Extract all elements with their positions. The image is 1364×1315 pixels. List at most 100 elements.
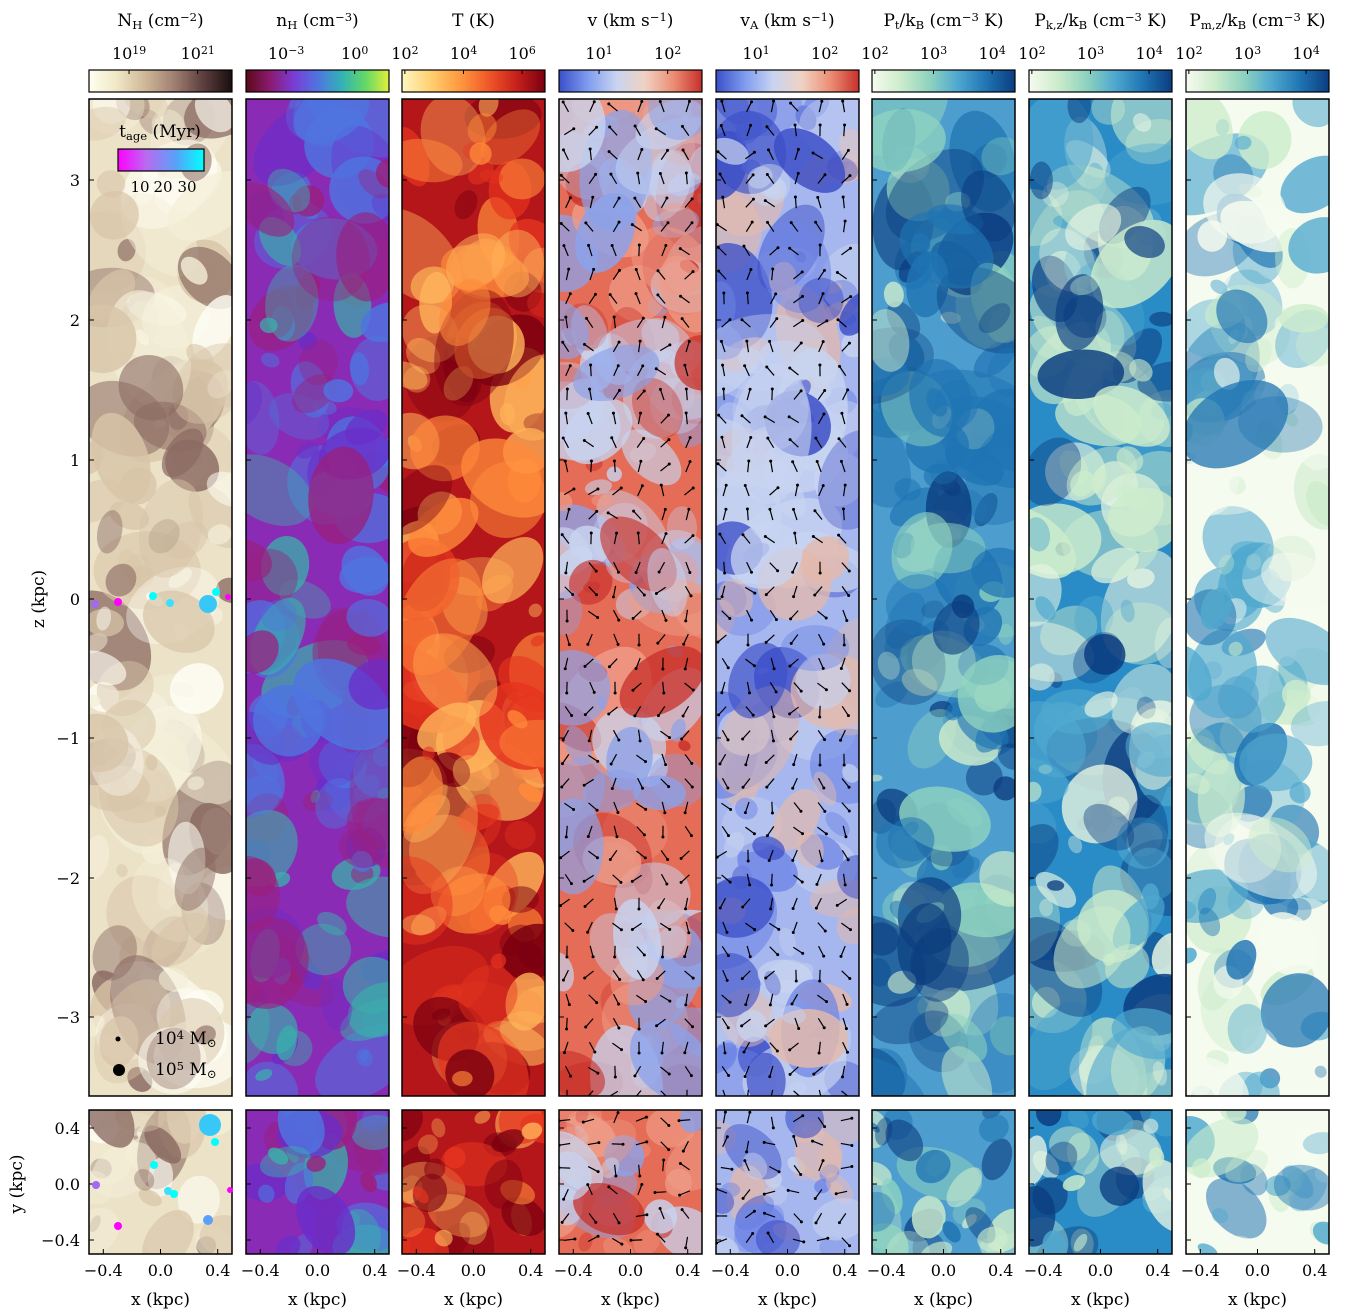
x-tick-label: −0.4	[1024, 1261, 1063, 1280]
panel-title: Pm,z/kB (cm−3 K)	[1189, 10, 1325, 32]
panel-1-top-image	[89, 99, 232, 1096]
star-particle	[92, 1181, 100, 1189]
z-tick-label: −1	[56, 729, 80, 748]
legends: tage (Myr) 10 20 30 104 M⊙ 105 M⊙	[91, 122, 233, 1230]
colorbar-4	[558, 69, 703, 93]
panel-title: vA (km s−1)	[739, 10, 834, 32]
age-legend-title: tage (Myr)	[119, 122, 201, 143]
panel-8-bottom-image	[1186, 1110, 1329, 1254]
z-axis-label: z (kpc)	[29, 570, 49, 628]
colorbar-tick-label: 100	[341, 44, 368, 63]
colorbar-tick-label: 104	[978, 44, 1005, 63]
colorbar-tick-label: 104	[1135, 44, 1162, 63]
colorbar-8	[1185, 69, 1330, 93]
x-tick-label: 0.4	[518, 1261, 543, 1280]
x-tick-label: 0.0	[618, 1261, 643, 1280]
panel-frame	[1185, 98, 1330, 1097]
colorbar-6	[871, 69, 1016, 93]
panel-title: v (km s−1)	[587, 10, 674, 31]
panel-grid	[88, 98, 1330, 1255]
x-tick-label: −0.4	[397, 1261, 436, 1280]
x-axis-label: x (kpc)	[131, 1290, 190, 1310]
panel-6-bottom-image	[872, 1110, 1015, 1254]
panel-5-top-image	[716, 99, 859, 1096]
age-tick-label: 10	[130, 178, 149, 196]
x-tick-label: 0.4	[1302, 1261, 1327, 1280]
mass-marker-large	[113, 1064, 125, 1076]
x-axis-label: x (kpc)	[601, 1290, 660, 1310]
star-particle	[166, 599, 174, 607]
panel-title: Pt/kB (cm−3 K)	[883, 10, 1003, 32]
panel-title: nH (cm−3)	[276, 10, 358, 32]
x-axis-label: x (kpc)	[1071, 1290, 1130, 1310]
z-tick-label: 1	[70, 451, 80, 470]
panel-frame	[1028, 98, 1173, 1097]
x-tick-label: 0.0	[1088, 1261, 1113, 1280]
x-tick-label: 0.4	[988, 1261, 1013, 1280]
x-tick-label: 0.4	[362, 1261, 387, 1280]
x-tick-label: −0.4	[554, 1261, 593, 1280]
panel-frame	[88, 98, 233, 1097]
colorbar-5	[715, 69, 860, 93]
x-axis-label: x (kpc)	[288, 1290, 347, 1310]
colorbar-tick-label: 102	[1018, 44, 1045, 63]
colorbar-tick-label: 102	[391, 44, 418, 63]
age-tick-label: 30	[177, 178, 196, 196]
colorbar-tick-label: 102	[811, 44, 838, 63]
x-tick-label: 0.0	[931, 1261, 956, 1280]
panel-frame	[401, 98, 546, 1097]
panel-frame	[245, 98, 390, 1097]
panel-7-bottom-image	[1029, 1110, 1172, 1254]
panel-5-bottom-image	[716, 1110, 859, 1254]
colorbar-3	[401, 69, 546, 93]
panel-7-top-image	[1029, 99, 1172, 1096]
z-tick-label: −3	[56, 1008, 80, 1027]
panel-frame	[715, 98, 860, 1097]
star-particle	[203, 1215, 213, 1225]
mass-legend-label: 105 M⊙	[155, 1059, 217, 1081]
panel-1-bottom-image	[89, 1110, 232, 1254]
x-tick-label: 0.0	[305, 1261, 330, 1280]
y-tick-label: −0.4	[41, 1231, 80, 1250]
panel-title: Pk,z/kB (cm−3 K)	[1034, 10, 1166, 32]
colorbar-tick-label: 103	[1077, 44, 1104, 63]
star-particle	[211, 1138, 219, 1146]
z-tick-label: −2	[56, 869, 80, 888]
y-tick-label: 0.0	[55, 1175, 80, 1194]
colorbar-tick-label: 104	[1292, 44, 1319, 63]
star-particle	[114, 598, 122, 606]
panel-frame	[871, 98, 1016, 1097]
x-tick-label: −0.4	[711, 1261, 750, 1280]
x-tick-label: 0.4	[832, 1261, 857, 1280]
star-particle	[227, 1187, 233, 1193]
panel-3-bottom-image	[402, 1110, 545, 1254]
mass-marker-small	[115, 1036, 121, 1042]
panel-4-top-image	[559, 99, 702, 1096]
x-tick-label: 0.0	[775, 1261, 800, 1280]
panel-title: NH (cm−2)	[117, 10, 203, 32]
panel-title: T (K)	[452, 11, 495, 31]
x-tick-label: 0.4	[205, 1261, 230, 1280]
y-tick-label: 0.4	[55, 1119, 80, 1138]
star-particle	[225, 594, 231, 600]
panel-4-bottom-image	[559, 1110, 702, 1254]
z-tick-label: 2	[70, 311, 80, 330]
star-particle	[212, 588, 220, 596]
colorbar-tick-label: 102	[861, 44, 888, 63]
panel-2-top-image	[246, 99, 389, 1096]
axes-labels: −0.4 0.0 0.4 x (kpc) −0.4 0.0 0.4 x (kpc) −0.4 0.…	[7, 171, 1327, 1310]
star-particle	[91, 600, 99, 608]
x-tick-label: −0.4	[1181, 1261, 1220, 1280]
colorbar-1	[88, 69, 233, 93]
y-axis-label: y (kpc)	[7, 1155, 27, 1215]
star-particle	[199, 595, 217, 613]
star-particle	[164, 1187, 172, 1195]
star-particle	[170, 1190, 178, 1198]
colorbar-7	[1028, 69, 1173, 93]
x-tick-label: −0.4	[241, 1261, 280, 1280]
x-tick-label: 0.4	[1145, 1261, 1170, 1280]
colorbar-tick-label: 101	[742, 44, 769, 63]
panel-frame	[558, 98, 703, 1097]
colorbar-tick-label: 102	[1175, 44, 1202, 63]
colorbar-tick-label: 10−3	[268, 44, 304, 63]
